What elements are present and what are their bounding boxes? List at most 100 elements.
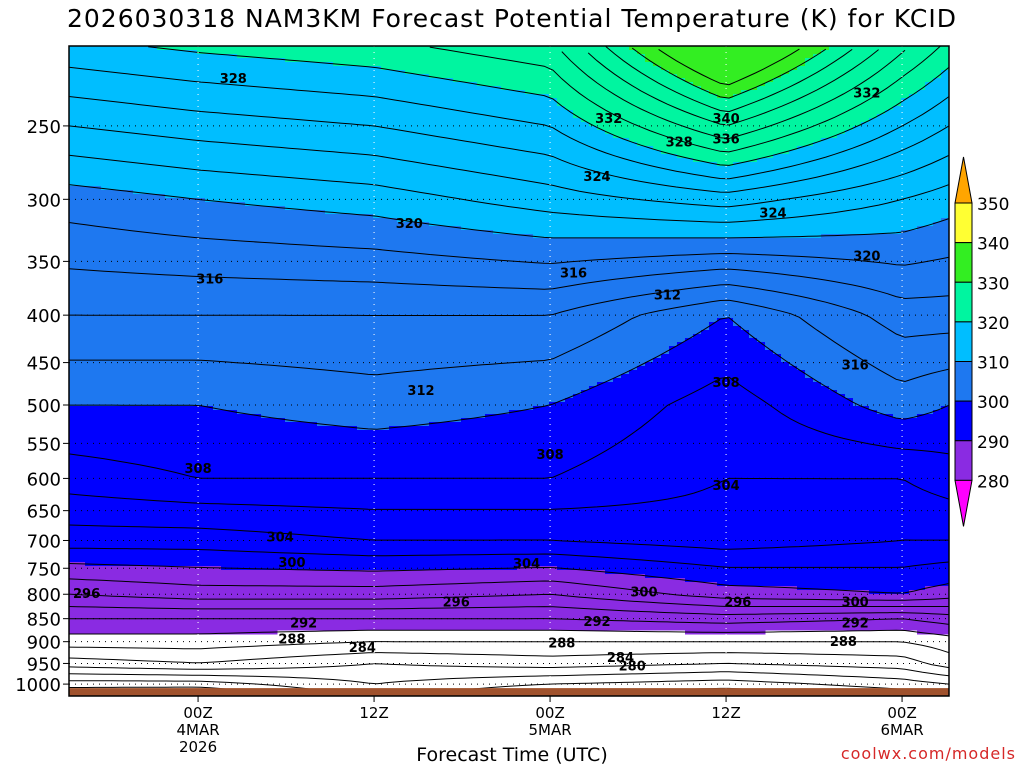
contour-band-cell bbox=[525, 46, 534, 95]
contour-line-330 bbox=[148, 46, 949, 166]
contour-band-cell bbox=[429, 46, 438, 79]
contour-label-35: 280 bbox=[619, 660, 646, 675]
contour-band-cell bbox=[197, 566, 206, 635]
contour-band-cell bbox=[557, 238, 566, 403]
contour-band-cell bbox=[669, 46, 678, 75]
contour-band-cell bbox=[589, 46, 598, 127]
contour-band-cell bbox=[933, 222, 942, 411]
x-tick-label-3-0: 12Z bbox=[711, 704, 740, 722]
contour-band-cell bbox=[653, 358, 662, 579]
contour-band-cell bbox=[685, 46, 694, 83]
contour-band-cell bbox=[125, 406, 134, 567]
contour-band-cell bbox=[205, 54, 214, 203]
contour-band-cell bbox=[845, 130, 854, 235]
contour-band-cell bbox=[117, 46, 126, 191]
contour-band-cell bbox=[189, 46, 198, 51]
contour-band-cell bbox=[349, 426, 358, 571]
contour-label-10: 316 bbox=[196, 272, 223, 287]
contour-band-cell bbox=[821, 386, 830, 591]
contour-band-cell bbox=[701, 582, 710, 635]
contour-band-cell bbox=[869, 118, 878, 235]
contour-band-cell bbox=[397, 46, 406, 71]
contour-band-cell bbox=[629, 238, 638, 371]
contour-band-cell bbox=[837, 234, 846, 395]
contour-band-cell bbox=[101, 566, 110, 635]
contour-band-cell bbox=[765, 238, 774, 351]
contour-band-cell bbox=[381, 570, 390, 631]
contour-band-cell bbox=[429, 78, 438, 227]
contour-band-cell bbox=[709, 94, 718, 163]
contour-band-cell bbox=[341, 46, 350, 67]
contour-band-cell bbox=[213, 54, 222, 203]
contour-band-cell bbox=[669, 154, 678, 239]
contour-band-cell bbox=[653, 46, 662, 67]
contour-band-cell bbox=[725, 98, 734, 167]
contour-label-32: 288 bbox=[830, 635, 857, 650]
contour-band-cell bbox=[93, 566, 102, 635]
contour-band-cell bbox=[517, 410, 526, 567]
contour-band-cell bbox=[293, 570, 302, 631]
contour-band-cell bbox=[389, 426, 398, 571]
contour-band-cell bbox=[341, 66, 350, 215]
contour-band-cell bbox=[629, 370, 638, 575]
contour-label-25: 296 bbox=[724, 596, 751, 611]
contour-band-cell bbox=[909, 94, 918, 231]
contour-band-cell bbox=[141, 406, 150, 567]
contour-band-cell bbox=[325, 214, 334, 427]
contour-band-cell bbox=[901, 230, 910, 419]
contour-band-cell bbox=[557, 570, 566, 631]
contour-band-cell bbox=[133, 194, 142, 407]
contour-band-cell bbox=[493, 570, 502, 631]
contour-band-cell bbox=[909, 418, 918, 591]
contour-band-cell bbox=[549, 238, 558, 403]
colorbar-band-320 bbox=[954, 321, 973, 362]
contour-band-cell bbox=[549, 46, 558, 99]
contour-band-cell bbox=[309, 570, 318, 631]
contour-band-cell bbox=[573, 118, 582, 239]
contour-band-cell bbox=[901, 418, 910, 595]
contour-band-cell bbox=[565, 398, 574, 571]
contour-band-cell bbox=[237, 414, 246, 571]
contour-band-cell bbox=[725, 46, 734, 99]
contour-band-cell bbox=[765, 586, 774, 631]
contour-line-340 bbox=[631, 47, 827, 99]
contour-band-cell bbox=[173, 566, 182, 635]
contour-band-cell bbox=[125, 46, 134, 191]
contour-band-cell bbox=[629, 142, 638, 239]
colorbar-label-310: 310 bbox=[977, 354, 1009, 374]
contour-label-26: 300 bbox=[842, 596, 869, 611]
contour-band-cell bbox=[837, 134, 846, 235]
contour-band-cell bbox=[533, 566, 542, 631]
contour-band-cell bbox=[357, 66, 366, 215]
y-tick-label-300: 300 bbox=[27, 190, 61, 211]
contour-line-342 bbox=[658, 48, 800, 86]
contour-band-cell bbox=[525, 94, 534, 235]
contour-band-cell bbox=[421, 570, 430, 631]
contour-label-layer: 328 332 332 340 328 336 324 324 320 320 316 316 312 3… bbox=[73, 72, 880, 674]
contour-band-cell bbox=[573, 46, 582, 119]
contour-band-cell bbox=[821, 138, 830, 235]
contour-band-cell bbox=[813, 142, 822, 239]
contour-label-6: 324 bbox=[583, 170, 610, 185]
contour-band-cell bbox=[765, 350, 774, 587]
contour-band-cell bbox=[573, 394, 582, 571]
contour-band-cell bbox=[101, 190, 110, 407]
contour-band-cell bbox=[757, 158, 766, 239]
contour-band-cell bbox=[509, 410, 518, 571]
contour-band-cell bbox=[237, 58, 246, 203]
contour-band-cell bbox=[837, 394, 846, 591]
contour-line-292 bbox=[69, 618, 949, 625]
contour-band-cell bbox=[725, 586, 734, 635]
contour-band-cell bbox=[749, 162, 758, 239]
contour-band-cell bbox=[821, 50, 830, 139]
contour-band-cell bbox=[877, 46, 886, 115]
contour-band-cell bbox=[405, 74, 414, 223]
contour-band-cell bbox=[621, 374, 630, 575]
contour-band-cell bbox=[381, 218, 390, 431]
contour-band-cell bbox=[437, 46, 446, 79]
contour-band-cell bbox=[333, 46, 342, 67]
contour-band-cell bbox=[197, 406, 206, 567]
contour-band-cell bbox=[701, 330, 710, 583]
contour-band-cell bbox=[517, 234, 526, 411]
contour-band-cell bbox=[813, 382, 822, 591]
